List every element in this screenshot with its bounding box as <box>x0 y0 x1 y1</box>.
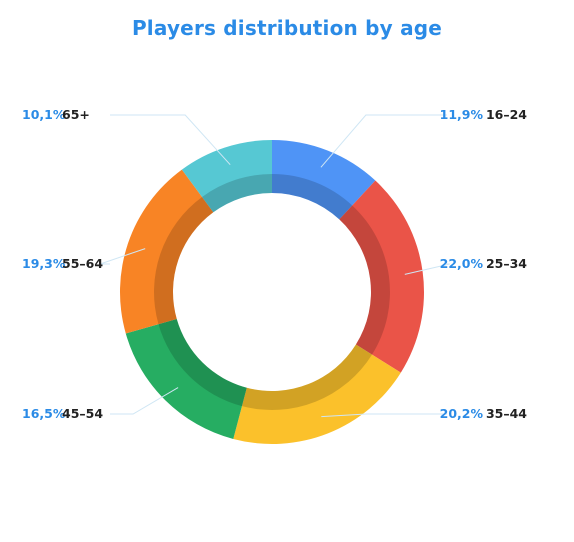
value-label-35-44: 20,2% <box>440 406 484 421</box>
slice-inner-shade-35-44 <box>241 344 373 411</box>
slice-25-34 <box>339 180 424 373</box>
slice-inner-shade-65plus <box>202 174 272 213</box>
category-label-25-34: 25–34 <box>486 256 527 271</box>
category-label-55-64: 55–64 <box>62 256 103 271</box>
value-label-55-64: 19,3% <box>22 256 66 271</box>
slice-55-64 <box>119 169 214 334</box>
inner-shadow-layer <box>153 174 390 411</box>
slice-45-54 <box>125 319 247 439</box>
slice-inner-shade-45-54 <box>158 319 247 407</box>
slices-layer <box>119 140 424 444</box>
value-label-16-24: 11,9% <box>440 107 484 122</box>
category-label-35-44: 35–44 <box>486 406 527 421</box>
category-label-45-54: 45–54 <box>62 406 103 421</box>
leader-line-65plus <box>110 114 231 166</box>
slice-inner-shade-25-34 <box>339 205 390 355</box>
value-label-65plus: 10,1% <box>22 107 66 122</box>
slice-16-24 <box>272 140 376 220</box>
chart-title: Players distribution by age <box>131 16 443 40</box>
value-label-45-54: 16,5% <box>22 406 66 421</box>
slice-65plus <box>181 140 272 213</box>
slice-inner-shade-55-64 <box>153 196 214 325</box>
category-label-16-24: 16–24 <box>486 107 527 122</box>
slice-inner-shade-16-24 <box>272 174 353 220</box>
leader-line-25-34 <box>404 263 450 275</box>
value-label-25-34: 22,0% <box>440 256 484 271</box>
labels-layer: 11,9% 16–24 22,0% 25–34 20,2% 35–44 16,5%45–54… <box>22 107 527 421</box>
leader-line-35-44 <box>321 413 447 418</box>
leader-lines-layer <box>100 114 450 418</box>
leader-line-55-64 <box>100 248 146 265</box>
category-label-65plus: 65+ <box>62 107 90 122</box>
leader-line-16-24 <box>320 114 447 168</box>
leader-line-45-54 <box>110 387 179 415</box>
slice-35-44 <box>233 344 401 444</box>
